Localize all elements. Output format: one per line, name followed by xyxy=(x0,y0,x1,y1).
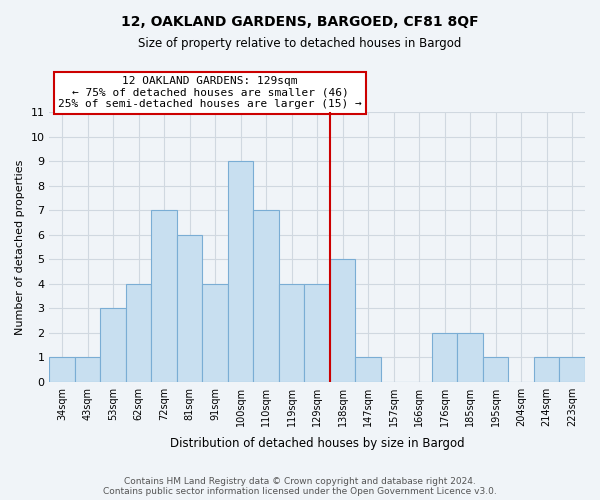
Bar xyxy=(279,284,304,382)
Text: 12 OAKLAND GARDENS: 129sqm
← 75% of detached houses are smaller (46)
25% of semi: 12 OAKLAND GARDENS: 129sqm ← 75% of deta… xyxy=(58,76,362,110)
Y-axis label: Number of detached properties: Number of detached properties xyxy=(15,159,25,334)
Bar xyxy=(177,234,202,382)
Bar xyxy=(253,210,279,382)
Bar xyxy=(228,161,253,382)
Bar xyxy=(75,357,100,382)
Bar xyxy=(355,357,381,382)
Text: Contains HM Land Registry data © Crown copyright and database right 2024.: Contains HM Land Registry data © Crown c… xyxy=(124,477,476,486)
X-axis label: Distribution of detached houses by size in Bargod: Distribution of detached houses by size … xyxy=(170,437,464,450)
Bar xyxy=(151,210,177,382)
Bar xyxy=(304,284,330,382)
Bar xyxy=(49,357,75,382)
Bar xyxy=(457,332,483,382)
Bar xyxy=(330,259,355,382)
Bar xyxy=(202,284,228,382)
Text: Size of property relative to detached houses in Bargod: Size of property relative to detached ho… xyxy=(139,38,461,51)
Bar xyxy=(534,357,559,382)
Bar xyxy=(432,332,457,382)
Bar xyxy=(100,308,126,382)
Bar xyxy=(559,357,585,382)
Bar xyxy=(483,357,508,382)
Bar xyxy=(126,284,151,382)
Text: Contains public sector information licensed under the Open Government Licence v3: Contains public sector information licen… xyxy=(103,487,497,496)
Text: 12, OAKLAND GARDENS, BARGOED, CF81 8QF: 12, OAKLAND GARDENS, BARGOED, CF81 8QF xyxy=(121,15,479,29)
